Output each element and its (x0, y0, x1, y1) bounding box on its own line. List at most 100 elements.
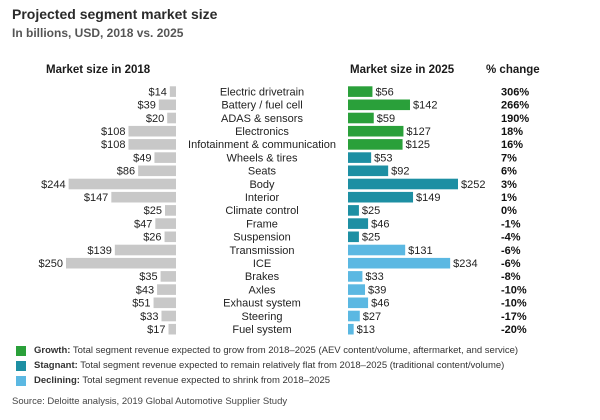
bar-2025-electric-drivetrain (348, 86, 373, 97)
value-label-2018-fuel-system: $17 (147, 324, 165, 336)
bar-2025-steering (348, 310, 360, 322)
pct-change-body: 3% (501, 179, 517, 191)
pct-change-interior: 1% (501, 192, 517, 204)
value-label-2018-wheels-tires: $49 (133, 152, 151, 164)
category-label-infotainment-communication: Infotainment & communication (188, 139, 336, 151)
bar-2018-exhaust-system (153, 297, 176, 309)
bar-2025-fuel-system (348, 323, 354, 335)
bar-2025-electronics (348, 125, 404, 137)
pct-change-transmission: -6% (501, 245, 521, 257)
value-label-2025-infotainment-communication: $125 (406, 139, 430, 151)
pct-change-ice: -6% (501, 258, 521, 270)
legend-growth-swatch (16, 346, 26, 356)
legend-stagnant: Stagnant: Total segment revenue expected… (16, 360, 504, 371)
pct-change-steering: -17% (501, 311, 527, 323)
value-label-2018-interior: $147 (84, 192, 108, 204)
category-label-seats: Seats (248, 166, 277, 178)
value-label-2018-transmission: $139 (87, 245, 111, 257)
value-label-2025-seats: $92 (391, 166, 409, 178)
value-label-2018-adas-sensors: $20 (146, 113, 164, 125)
value-label-2025-battery-fuel-cell: $142 (413, 100, 437, 112)
value-label-2018-electronics: $108 (101, 126, 125, 138)
category-label-adas-sensors: ADAS & sensors (221, 113, 303, 125)
value-label-2018-suspension: $26 (143, 232, 161, 244)
bar-2025-seats (348, 165, 389, 177)
bar-2025-infotainment-communication (348, 139, 403, 150)
category-label-battery-fuel-cell: Battery / fuel cell (221, 100, 302, 112)
value-label-2025-fuel-system: $13 (357, 324, 375, 336)
legend-growth-label: Growth: (34, 345, 71, 356)
category-label-frame: Frame (246, 218, 278, 230)
category-label-exhaust-system: Exhaust system (223, 298, 301, 310)
category-label-interior: Interior (245, 192, 280, 204)
value-label-2025-steering: $27 (363, 311, 381, 323)
value-label-2025-electric-drivetrain: $56 (375, 86, 393, 98)
bar-2025-suspension (348, 231, 359, 243)
legend-declining-text: Total segment revenue expected to shrink… (82, 375, 331, 386)
bar-2025-interior (348, 191, 414, 203)
value-label-2018-electric-drivetrain: $14 (148, 86, 166, 98)
bar-2018-suspension (164, 231, 176, 243)
bar-2018-battery-fuel-cell (158, 99, 176, 111)
value-label-2025-suspension: $25 (362, 232, 380, 244)
pct-change-battery-fuel-cell: 266% (501, 100, 529, 112)
legend-growth: Growth: Total segment revenue expected t… (16, 345, 519, 356)
legend-stagnant-swatch (16, 361, 26, 371)
bar-2025-transmission (348, 244, 406, 256)
bar-2025-climate-control (348, 205, 359, 216)
bar-2025-brakes (348, 271, 363, 282)
bar-2018-climate-control (165, 205, 176, 216)
category-label-electric-drivetrain: Electric drivetrain (220, 86, 304, 98)
pct-change-exhaust-system: -10% (501, 298, 527, 310)
value-label-2025-adas-sensors: $59 (377, 113, 395, 125)
bar-2018-transmission (114, 244, 176, 256)
value-label-2018-axles: $43 (136, 284, 154, 296)
bar-2025-ice (348, 257, 451, 269)
bar-2018-wheels-tires (154, 152, 176, 163)
bar-2025-frame (348, 218, 369, 229)
pct-change-electric-drivetrain: 306% (501, 86, 529, 98)
value-label-2018-exhaust-system: $51 (132, 298, 150, 310)
category-label-body: Body (249, 179, 275, 191)
bar-2025-axles (348, 284, 366, 295)
legend-declining-swatch (16, 376, 26, 386)
value-label-2025-climate-control: $25 (362, 205, 380, 217)
bar-2018-fuel-system (168, 323, 176, 335)
category-label-suspension: Suspension (233, 232, 291, 244)
category-label-ice: ICE (253, 258, 271, 270)
value-label-2018-brakes: $35 (139, 271, 157, 283)
bar-2018-electric-drivetrain (169, 86, 176, 97)
category-label-brakes: Brakes (245, 271, 280, 283)
pct-change-climate-control: 0% (501, 205, 517, 217)
value-label-2025-exhaust-system: $46 (371, 298, 389, 310)
category-label-electronics: Electronics (235, 126, 289, 138)
bar-2025-body (348, 178, 458, 190)
pct-change-seats: 6% (501, 166, 517, 178)
category-label-fuel-system: Fuel system (232, 324, 291, 336)
value-label-2025-brakes: $33 (365, 271, 383, 283)
value-label-2018-seats: $86 (117, 166, 135, 178)
chart-subtitle: In billions, USD, 2018 vs. 2025 (12, 26, 184, 40)
category-label-climate-control: Climate control (225, 205, 298, 217)
value-label-2018-frame: $47 (134, 218, 152, 230)
category-label-transmission: Transmission (230, 245, 295, 257)
legend-stagnant-label: Stagnant: (34, 360, 78, 371)
bar-2018-frame (155, 218, 176, 229)
value-label-2025-electronics: $127 (406, 126, 430, 138)
bar-2018-interior (111, 191, 176, 203)
category-label-wheels-tires: Wheels & tires (227, 152, 298, 164)
value-label-2025-ice: $234 (453, 258, 477, 270)
legend-growth-text: Total segment revenue expected to grow f… (72, 345, 519, 356)
value-label-2025-transmission: $131 (408, 245, 432, 257)
bar-2025-adas-sensors (348, 112, 374, 124)
bar-2018-infotainment-communication (128, 139, 176, 150)
bar-2018-axles (157, 284, 176, 295)
pct-change-electronics: 18% (501, 126, 523, 138)
pct-change-brakes: -8% (501, 271, 521, 283)
pct-change-infotainment-communication: 16% (501, 139, 523, 151)
bar-2025-wheels-tires (348, 152, 372, 163)
pct-change-fuel-system: -20% (501, 324, 527, 336)
pct-change-suspension: -4% (501, 232, 521, 244)
value-label-2018-infotainment-communication: $108 (101, 139, 125, 151)
